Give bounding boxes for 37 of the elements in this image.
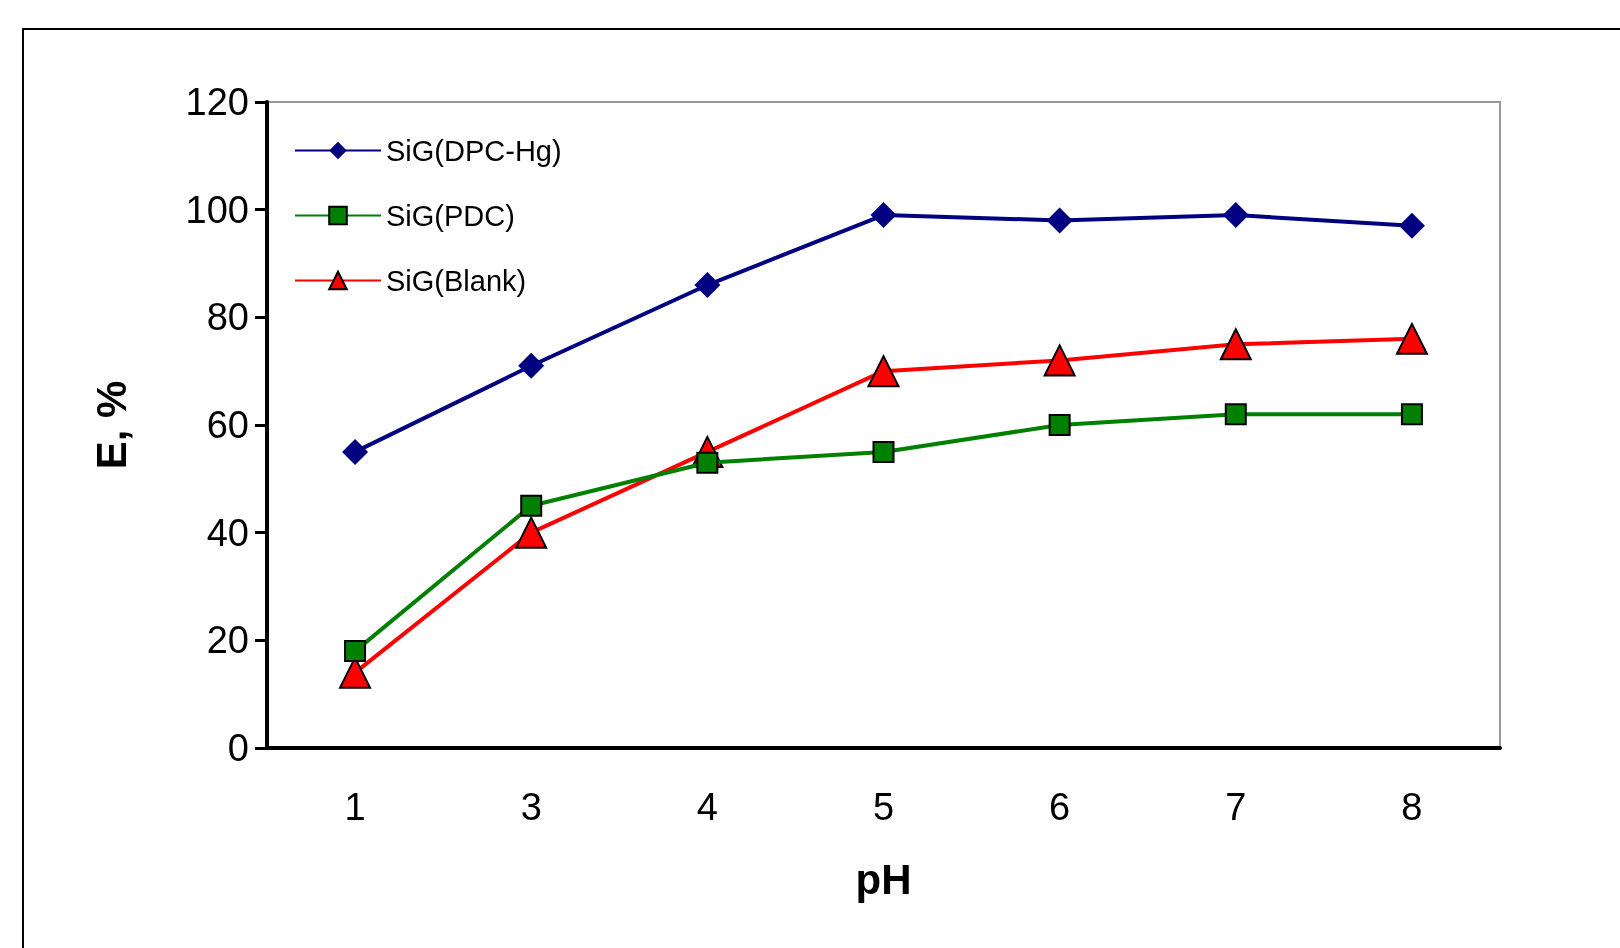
y-tick-label: 60 bbox=[206, 404, 249, 446]
point bbox=[1224, 403, 1247, 426]
point bbox=[1398, 212, 1425, 239]
point bbox=[515, 516, 548, 549]
point bbox=[518, 352, 545, 379]
x-axis-title: pH bbox=[855, 855, 912, 903]
point bbox=[870, 202, 897, 229]
point bbox=[1048, 414, 1071, 436]
point bbox=[1046, 207, 1073, 234]
point bbox=[1395, 322, 1428, 355]
x-tick-label: 7 bbox=[1225, 786, 1247, 828]
point bbox=[1222, 202, 1249, 229]
x-tick-label: 3 bbox=[520, 786, 542, 828]
y-tick-label: 120 bbox=[185, 81, 249, 123]
point bbox=[344, 640, 367, 663]
legend-label: SiG(DPC-Hg) bbox=[386, 134, 562, 167]
legend-label: SiG(Blank) bbox=[386, 264, 527, 297]
legend-label: SiG(PDC) bbox=[386, 199, 515, 232]
x-tick-label: 1 bbox=[344, 786, 366, 828]
point bbox=[867, 355, 900, 388]
point bbox=[872, 440, 895, 463]
y-tick-label: 80 bbox=[206, 296, 249, 339]
point bbox=[342, 438, 369, 465]
point bbox=[1400, 403, 1423, 426]
y-tick-label: 0 bbox=[227, 727, 249, 769]
y-tick-label: 20 bbox=[206, 619, 249, 662]
y-tick-label: 100 bbox=[185, 188, 249, 231]
x-tick-label: 5 bbox=[872, 786, 895, 828]
x-tick-label: 4 bbox=[696, 786, 718, 828]
point bbox=[520, 494, 543, 517]
y-axis-title: E, % bbox=[87, 380, 135, 470]
x-tick-label: 6 bbox=[1049, 786, 1071, 828]
point bbox=[694, 272, 721, 299]
point bbox=[1219, 328, 1252, 361]
point bbox=[1043, 344, 1076, 377]
y-tick-label: 40 bbox=[206, 511, 249, 554]
x-tick-label: 8 bbox=[1401, 786, 1423, 828]
